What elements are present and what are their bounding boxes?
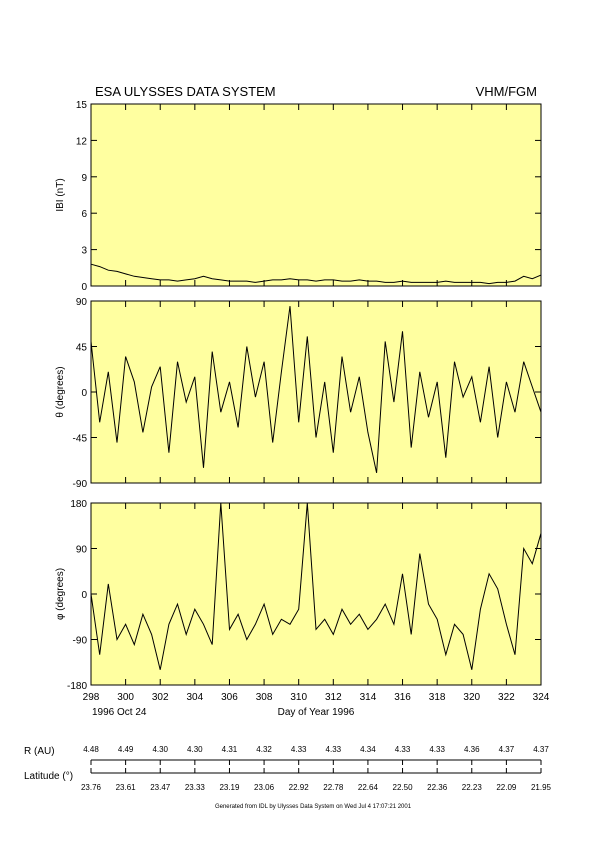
r-value: 4.48 (83, 745, 99, 754)
r-value: 4.49 (118, 745, 134, 754)
lat-value: 22.50 (393, 783, 414, 792)
footer: Generated from IDL by Ulysses Data Syste… (215, 804, 412, 810)
lat-label: Latitude (°) (24, 771, 73, 782)
y-tick-label: 45 (76, 343, 88, 354)
data-line (90, 306, 542, 474)
lat-value: 22.64 (358, 783, 379, 792)
x-tick-label: 302 (152, 692, 169, 703)
x-tick-label: 310 (290, 692, 307, 703)
r-label: R (AU) (24, 746, 55, 757)
data-line (90, 263, 542, 285)
r-value: 4.30 (152, 745, 168, 754)
lat-value: 23.06 (254, 783, 275, 792)
lat-value: 22.23 (462, 783, 483, 792)
y-tick-label: -45 (73, 434, 88, 445)
y-tick-label: 0 (81, 282, 87, 293)
y-tick-label: 0 (81, 590, 87, 601)
y-tick-label: 3 (81, 246, 87, 257)
y-tick-label: -90 (73, 479, 88, 490)
lat-value: 21.95 (531, 783, 552, 792)
y-tick-label: 15 (76, 100, 88, 111)
r-value: 4.34 (360, 745, 376, 754)
y-axis-label: φ (degrees) (55, 568, 66, 620)
lat-value: 23.47 (150, 783, 171, 792)
x-tick-label: 312 (325, 692, 342, 703)
r-value: 4.32 (256, 745, 272, 754)
x-tick-label: 316 (394, 692, 411, 703)
x-tick-label: 298 (83, 692, 100, 703)
y-tick-label: 180 (70, 499, 87, 510)
x-tick-label: 318 (429, 692, 446, 703)
lat-value: 22.92 (289, 783, 310, 792)
date-label: 1996 Oct 24 (92, 707, 147, 718)
lat-value: 23.76 (81, 783, 102, 792)
title: ESA ULYSSES DATA SYSTEM (95, 84, 276, 99)
r-value: 4.31 (222, 745, 238, 754)
y-axis-label: IBI (nT) (55, 178, 66, 211)
y-tick-label: 9 (81, 173, 87, 184)
r-value: 4.33 (291, 745, 307, 754)
r-value: 4.30 (187, 745, 203, 754)
lat-value: 22.78 (323, 783, 344, 792)
x-tick-label: 306 (221, 692, 238, 703)
r-value: 4.36 (464, 745, 480, 754)
x-tick-label: 304 (187, 692, 204, 703)
y-axis-label: θ (degrees) (55, 366, 66, 417)
r-value: 4.37 (499, 745, 515, 754)
x-tick-label: 322 (498, 692, 515, 703)
instrument: VHM/FGM (476, 84, 537, 99)
y-tick-label: -180 (67, 681, 87, 692)
y-tick-label: 90 (76, 297, 88, 308)
r-value: 4.37 (533, 745, 549, 754)
plot-area (91, 104, 541, 286)
y-tick-label: 12 (76, 136, 88, 147)
x-tick-label: 314 (360, 692, 377, 703)
lat-value: 23.33 (185, 783, 206, 792)
y-tick-label: -90 (73, 636, 88, 647)
x-tick-label: 320 (463, 692, 480, 703)
lat-value: 23.61 (116, 783, 137, 792)
data-line (90, 502, 542, 670)
lat-value: 23.19 (219, 783, 240, 792)
plot-area (91, 503, 541, 685)
lat-value: 22.36 (427, 783, 448, 792)
plot-frame (90, 103, 542, 287)
r-value: 4.33 (326, 745, 342, 754)
r-value: 4.33 (395, 745, 411, 754)
r-value: 4.33 (429, 745, 445, 754)
x-tick-label: 324 (533, 692, 550, 703)
plot-area (91, 301, 541, 483)
lat-value: 22.09 (496, 783, 517, 792)
x-tick-label: 300 (117, 692, 134, 703)
y-tick-label: 6 (81, 209, 87, 220)
y-tick-label: 0 (81, 388, 87, 399)
x-axis-label: Day of Year 1996 (278, 707, 355, 718)
y-tick-label: 90 (76, 545, 88, 556)
x-tick-label: 308 (256, 692, 273, 703)
